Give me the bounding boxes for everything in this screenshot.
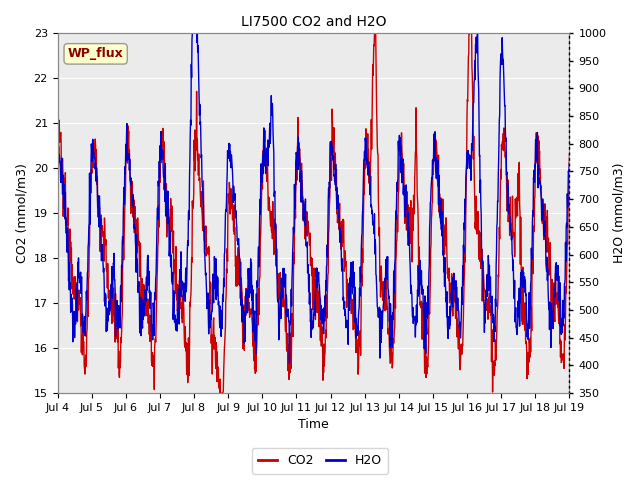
Title: LI7500 CO2 and H2O: LI7500 CO2 and H2O bbox=[241, 15, 386, 29]
Legend: CO2, H2O: CO2, H2O bbox=[252, 448, 388, 474]
Text: WP_flux: WP_flux bbox=[68, 48, 124, 60]
X-axis label: Time: Time bbox=[298, 419, 329, 432]
Y-axis label: H2O (mmol/m3): H2O (mmol/m3) bbox=[612, 163, 625, 264]
Y-axis label: CO2 (mmol/m3): CO2 (mmol/m3) bbox=[15, 163, 28, 263]
